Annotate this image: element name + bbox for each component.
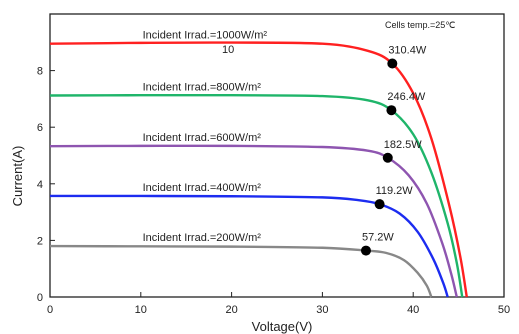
mpp-point-0 [387,58,398,69]
mpp-point-3 [374,199,385,210]
mpp-label-4: 57.2W [362,232,394,244]
x-tick-label-5: 50 [498,304,510,316]
x-tick-label-4: 40 [407,304,419,316]
x-tick-label-2: 20 [225,304,237,316]
x-tick-label-0: 0 [47,304,53,316]
plot-area: 0 10 20 30 40 50 0 2 4 6 8 Incident Irrad.=1000W/m²… [37,13,510,316]
y-tick-label-2: 4 [37,179,43,191]
series-line-0 [49,41,468,298]
x-axis-label: Voltage(V) [252,319,313,334]
y-axis-label: Current(A) [10,146,25,207]
mpp-point-2 [382,152,393,163]
series-label-2: Incident Irrad.=600W/m² [143,132,262,144]
cells-temp-annotation: Cells temp.=25℃ [385,20,455,30]
series-label-3: Incident Irrad.=400W/m² [143,182,262,194]
series-label-1: Incident Irrad.=800W/m² [143,82,262,94]
series-line-1 [49,93,464,298]
series-line-4 [49,244,433,298]
plot-frame [49,13,505,298]
mpp-label-2: 182.5W [384,139,423,151]
series-label-4: Incident Irrad.=200W/m² [143,232,262,244]
mpp-label-3: 119.2W [376,185,414,197]
y-tick-label-1: 2 [37,235,43,247]
mpp-point-1 [386,105,397,116]
mpp-label-1: 246.4W [387,91,426,103]
x-tick-label-1: 10 [135,304,147,316]
series-label-0: Incident Irrad.=1000W/m² [143,30,268,42]
y-tick-label-4: 8 [37,66,43,78]
mpp-point-4 [360,245,371,256]
y-tick-label-0: 0 [37,292,43,304]
mpp-label-0: 310.4W [388,45,427,57]
series-line-2 [49,144,458,298]
x-tick-label-3: 30 [316,304,328,316]
stray-label: 10 [222,44,234,56]
y-tick-label-3: 6 [37,122,43,134]
